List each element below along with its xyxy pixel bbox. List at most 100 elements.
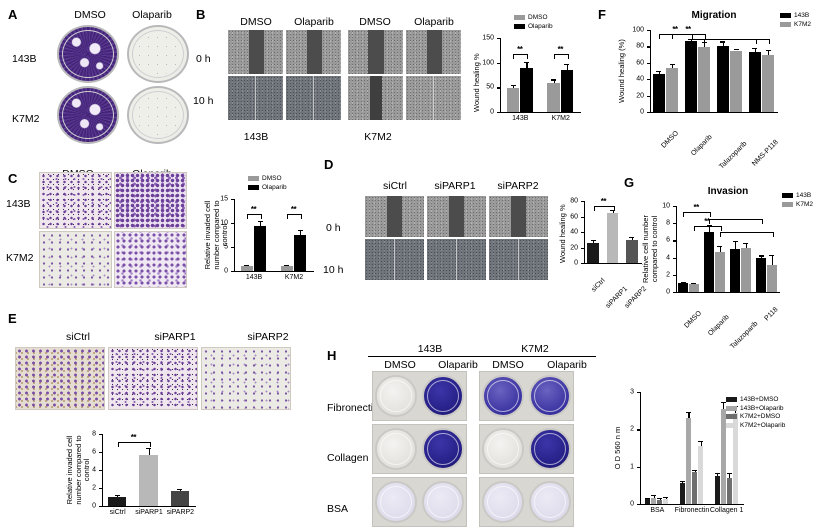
chart-b-x-axis [500, 112, 581, 114]
chart-d-errorbar [612, 209, 614, 214]
panel-d-header-sictrl: siCtrl [383, 180, 407, 192]
chart-f-ytick-label: 0 [640, 108, 644, 116]
chart-b-legend-label: Olaparib [528, 22, 553, 30]
chart-d-bar [606, 213, 619, 263]
chart-b-errorbar-cap [510, 84, 516, 86]
chart-f-errorbar-cap [669, 63, 675, 65]
chart-f-ytick [647, 112, 650, 114]
transwell-k7m2-olaparib [114, 231, 187, 288]
chart-g-legend-swatch [782, 193, 793, 198]
wound-image-siparp1-0h [427, 196, 486, 237]
panel-d-row-label-0h: 0 h [326, 222, 341, 234]
chart-h-legend-label: 143B+DMSO [740, 396, 779, 403]
chart-f-ytick-label: 40 [636, 75, 644, 83]
chart-g-bar [704, 231, 714, 292]
chart-h-legend-swatch [726, 397, 737, 402]
chart-e-ytick-label: 6 [92, 448, 96, 456]
chart-c-ytick [231, 271, 234, 273]
panel-a-col-header-olaparib: Olaparib [132, 9, 172, 21]
chart-g-ytick-label: 4 [666, 254, 670, 262]
well-plate-k7m2-fibronectin [479, 371, 574, 421]
chart-f-ytick [647, 79, 650, 81]
chart-f-bar [730, 50, 743, 112]
chart-e-errorbar-cap [114, 495, 120, 497]
chart-g-sig-bracket [719, 231, 774, 237]
well-143b-olaparib-bsa [421, 481, 464, 523]
chart-h-errorbar [688, 411, 690, 419]
panel-h-row-label-fibronectin: Fibronectin [327, 402, 379, 414]
chart-b-sig-marker: ** [557, 44, 564, 54]
chart-g-ytick [673, 257, 676, 259]
chart-h-xtick-label: BSA [650, 507, 665, 514]
chart-d-errorbar-cap [629, 236, 635, 238]
chart-h-ytick [637, 504, 640, 506]
chart-b-sig-bracket [553, 53, 569, 59]
chart-b-errorbar-cap [551, 79, 557, 81]
chart-d-errorbar-cap [590, 240, 596, 242]
chart-g-sig-bracket [683, 212, 712, 218]
chart-h-errorbar-cap [679, 480, 685, 482]
chart-f-ytick [647, 46, 650, 48]
chart-b-ytick [497, 62, 500, 64]
transwell-143b-dmso [39, 172, 112, 229]
chart-h-legend-swatch [726, 414, 737, 419]
panel-h-cellline-k7m2: K7M2 [521, 343, 549, 355]
chart-h-legend-swatch [726, 405, 737, 411]
panel-e-label: E [8, 311, 17, 326]
wound-image-k7m2-dmso-10h [348, 76, 403, 120]
chart-b-ytick-label: 50 [486, 83, 494, 91]
chart-c-bar [240, 266, 253, 271]
chart-d-errorbar [593, 240, 595, 243]
chart-h-errorbar [729, 472, 731, 478]
well-k7m2-olaparib-fibronectin [528, 375, 571, 417]
chart-g-title: Invasion [707, 186, 749, 197]
chart-b-bar [520, 67, 533, 112]
panel-a-col-header-dmso: DMSO [74, 9, 106, 21]
chart-f-errorbar [768, 49, 770, 55]
chart-g-bar [756, 258, 766, 292]
wound-image-siparp2-0h [489, 196, 548, 237]
chart-h-errorbar [653, 494, 655, 499]
chart-b-xtick-label: 143B [512, 115, 529, 122]
chart-d-bar [587, 242, 600, 263]
chart-b-bar [547, 82, 560, 112]
chart-c-legend-item: Olaparib [248, 184, 287, 191]
chart-f-xtick-label: DMSO [660, 129, 681, 150]
panel-d-chart: 0 20 40 60 80 Wound healing % siCtrl siPARP1 siP… [556, 185, 648, 309]
chart-b-sig-bracket [513, 53, 529, 59]
chart-d-ytick [581, 263, 584, 265]
well-plate-143b-fibronectin [372, 371, 467, 421]
panel-h-treatment-k7m2-dmso: DMSO [492, 359, 524, 371]
chart-g-bar [678, 283, 688, 292]
chart-h-errorbar-cap [645, 497, 651, 499]
chart-f-sig-marker: ** [685, 25, 691, 35]
chart-h-ylabel: O D 560 n m [613, 426, 622, 470]
chart-g-ytick-label: 10 [662, 202, 670, 210]
chart-e-bar [139, 454, 158, 506]
chart-f-ytick [647, 95, 650, 97]
chart-c-errorbar-cap [297, 230, 303, 232]
chart-g-ytick [673, 223, 676, 225]
chart-e-errorbar [148, 448, 150, 455]
chart-h-legend-item: K7M2+Olaparib [726, 422, 785, 429]
chart-g-legend-item: K7M2 [782, 201, 813, 208]
panel-d-header-siparp2: siPARP2 [497, 180, 539, 192]
chart-g-errorbar-cap [732, 241, 738, 243]
chart-d-sig-marker: ** [600, 197, 607, 207]
chart-h-errorbar-cap [692, 469, 698, 471]
chart-c-ytick-label: 10 [220, 219, 228, 227]
chart-g-xtick-label: Olaparib [707, 313, 731, 338]
panel-d-header-siparp1: siPARP1 [434, 180, 476, 192]
colony-dish-143b-olaparib [127, 25, 189, 83]
panel-e-header-siparp2: siPARP2 [247, 331, 289, 343]
chart-b-errorbar [526, 62, 528, 68]
chart-b-sig-marker: ** [517, 44, 523, 54]
panel-h-label: H [327, 348, 337, 363]
panel-c-chart: 0 5 10 15 Relative invaded cell number compa… [200, 175, 318, 293]
chart-g-xtick-label: P118 [763, 306, 780, 323]
chart-e-x-axis [102, 506, 196, 508]
chart-g-errorbar-cap [717, 245, 723, 247]
chart-f-legend-label: K7M2 [794, 20, 811, 28]
chart-b-ytick [497, 87, 500, 89]
chart-g-xtick-label: DMSO [683, 309, 704, 330]
